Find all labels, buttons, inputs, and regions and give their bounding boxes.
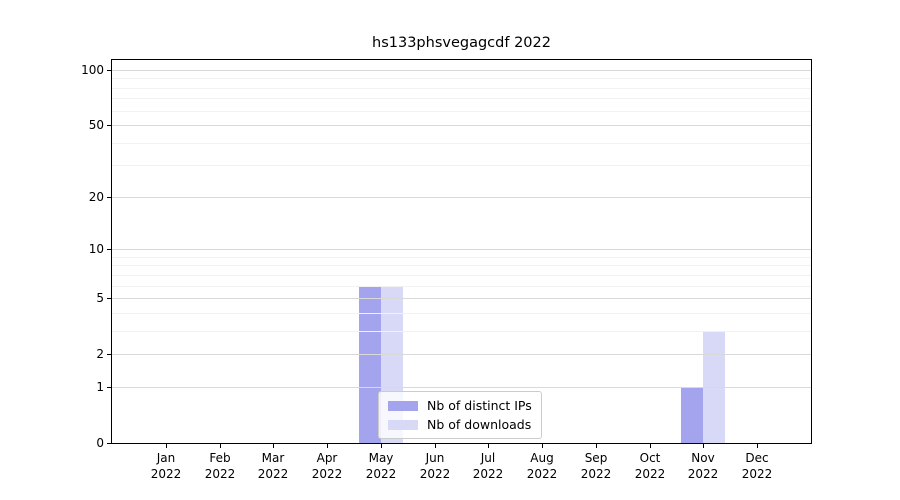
y-tick-mark xyxy=(107,70,111,71)
x-tick-mark xyxy=(273,444,274,448)
x-tick-year: 2022 xyxy=(419,467,451,481)
x-tick-month: Sep xyxy=(584,451,608,465)
x-tick-label: Sep 2022 xyxy=(564,450,628,482)
legend: Nb of distinct IPs Nb of downloads xyxy=(378,391,542,439)
x-tick-label: Feb 2022 xyxy=(188,450,252,482)
y-tick-mark xyxy=(107,387,111,388)
x-tick-label: Mar 2022 xyxy=(241,450,305,482)
x-tick-year: 2022 xyxy=(150,467,182,481)
bars-layer xyxy=(112,60,811,443)
x-tick-month: Aug xyxy=(530,451,554,465)
x-tick-label: Apr 2022 xyxy=(295,450,359,482)
x-tick-mark xyxy=(596,444,597,448)
x-tick-month: Feb xyxy=(209,451,231,465)
legend-entry: Nb of downloads xyxy=(388,415,532,434)
x-tick-mark xyxy=(757,444,758,448)
bar-nb-of-distinct-ips xyxy=(359,286,381,443)
x-tick-label: Aug 2022 xyxy=(510,450,574,482)
x-tick-mark xyxy=(381,444,382,448)
x-tick-label: Jan 2022 xyxy=(134,450,198,482)
x-tick-year: 2022 xyxy=(580,467,612,481)
x-tick-year: 2022 xyxy=(365,467,397,481)
x-tick-month: Jan xyxy=(156,451,176,465)
y-tick-mark xyxy=(107,354,111,355)
x-tick-year: 2022 xyxy=(687,467,719,481)
plot-area xyxy=(111,59,812,444)
x-tick-label: Nov 2022 xyxy=(671,450,735,482)
x-tick-year: 2022 xyxy=(634,467,666,481)
x-tick-label: May 2022 xyxy=(349,450,413,482)
x-tick-mark xyxy=(650,444,651,448)
y-tick-mark xyxy=(107,298,111,299)
bar-nb-of-distinct-ips xyxy=(681,387,703,443)
bar-nb-of-downloads xyxy=(703,331,725,443)
x-tick-year: 2022 xyxy=(257,467,289,481)
y-tick-mark xyxy=(107,125,111,126)
x-tick-year: 2022 xyxy=(741,467,773,481)
x-tick-mark xyxy=(435,444,436,448)
legend-entry: Nb of distinct IPs xyxy=(388,396,532,415)
x-tick-month: Jun xyxy=(425,451,445,465)
y-tick-mark xyxy=(107,443,111,444)
x-tick-month: Dec xyxy=(745,451,769,465)
y-tick-label: 1 xyxy=(96,380,104,394)
x-tick-mark xyxy=(542,444,543,448)
x-tick-mark xyxy=(488,444,489,448)
x-tick-month: Oct xyxy=(639,451,661,465)
y-tick-mark xyxy=(107,197,111,198)
y-tick-label: 20 xyxy=(88,190,104,204)
x-tick-label: Oct 2022 xyxy=(618,450,682,482)
x-tick-year: 2022 xyxy=(526,467,558,481)
x-tick-month: Apr xyxy=(316,451,338,465)
y-tick-mark xyxy=(107,249,111,250)
legend-swatch xyxy=(388,419,418,430)
x-tick-mark xyxy=(703,444,704,448)
x-tick-mark xyxy=(327,444,328,448)
x-tick-mark xyxy=(166,444,167,448)
y-tick-label: 2 xyxy=(96,347,104,361)
legend-label: Nb of downloads xyxy=(427,417,532,432)
x-tick-month: May xyxy=(368,451,394,465)
y-tick-label: 50 xyxy=(88,118,104,132)
x-tick-label: Dec 2022 xyxy=(725,450,789,482)
x-tick-month: Nov xyxy=(691,451,715,465)
x-tick-label: Jul 2022 xyxy=(456,450,520,482)
x-tick-mark xyxy=(220,444,221,448)
x-tick-year: 2022 xyxy=(204,467,236,481)
x-tick-month: Jul xyxy=(480,451,496,465)
x-tick-month: Mar xyxy=(261,451,285,465)
y-tick-label: 0 xyxy=(96,436,104,450)
y-tick-label: 5 xyxy=(96,291,104,305)
y-tick-label: 10 xyxy=(88,242,104,256)
legend-label: Nb of distinct IPs xyxy=(427,398,532,413)
x-tick-label: Jun 2022 xyxy=(403,450,467,482)
x-tick-year: 2022 xyxy=(311,467,343,481)
legend-swatch xyxy=(388,400,418,411)
y-tick-label: 100 xyxy=(81,63,104,77)
x-tick-year: 2022 xyxy=(472,467,504,481)
chart-title: hs133phsvegagcdf 2022 xyxy=(372,35,551,51)
